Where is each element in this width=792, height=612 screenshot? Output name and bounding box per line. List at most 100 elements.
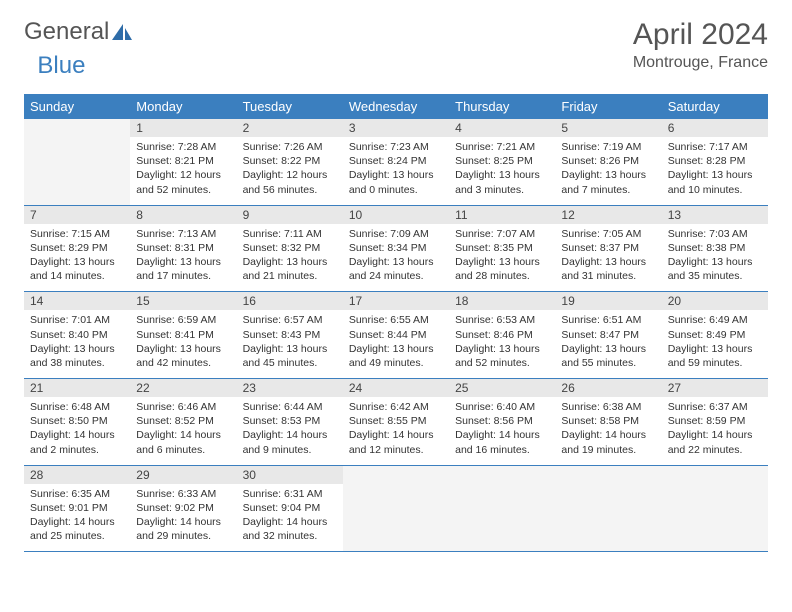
daynum-row: 78910111213 xyxy=(24,205,768,224)
col-tuesday: Tuesday xyxy=(237,94,343,119)
sunrise-text: Sunrise: 6:55 AM xyxy=(349,313,443,327)
day-cell: Sunrise: 6:53 AMSunset: 8:46 PMDaylight:… xyxy=(449,310,555,378)
daylight-text: Daylight: 13 hours xyxy=(455,168,549,182)
daylight-text: Daylight: 13 hours xyxy=(136,255,230,269)
sunset-text: Sunset: 9:04 PM xyxy=(243,501,337,515)
day-number: 1 xyxy=(130,119,236,137)
sunset-text: Sunset: 8:22 PM xyxy=(243,154,337,168)
sunset-text: Sunset: 8:38 PM xyxy=(668,241,762,255)
day-cell: Sunrise: 7:05 AMSunset: 8:37 PMDaylight:… xyxy=(555,224,661,292)
day-number: 5 xyxy=(555,119,661,137)
day-cell: Sunrise: 7:11 AMSunset: 8:32 PMDaylight:… xyxy=(237,224,343,292)
day-number xyxy=(343,465,449,484)
daylight-text: and 12 minutes. xyxy=(349,443,443,457)
content-row: Sunrise: 7:15 AMSunset: 8:29 PMDaylight:… xyxy=(24,224,768,292)
sunrise-text: Sunrise: 6:37 AM xyxy=(668,400,762,414)
day-number: 14 xyxy=(24,292,130,311)
day-number: 28 xyxy=(24,465,130,484)
sunrise-text: Sunrise: 6:59 AM xyxy=(136,313,230,327)
day-cell: Sunrise: 6:49 AMSunset: 8:49 PMDaylight:… xyxy=(662,310,768,378)
daylight-text: and 2 minutes. xyxy=(30,443,124,457)
daynum-row: 14151617181920 xyxy=(24,292,768,311)
daylight-text: Daylight: 14 hours xyxy=(243,428,337,442)
daylight-text: Daylight: 13 hours xyxy=(668,255,762,269)
sunset-text: Sunset: 8:59 PM xyxy=(668,414,762,428)
daylight-text: and 6 minutes. xyxy=(136,443,230,457)
content-row: Sunrise: 7:28 AMSunset: 8:21 PM Daylight:… xyxy=(24,137,768,205)
daylight-text: Daylight: 13 hours xyxy=(349,255,443,269)
logo-sail-icon xyxy=(111,23,133,41)
daylight-text: Daylight: 14 hours xyxy=(349,428,443,442)
daylight-text: and 55 minutes. xyxy=(561,356,655,370)
sunrise-text: Sunrise: 6:57 AM xyxy=(243,313,337,327)
sunrise-text: Sunrise: 7:05 AM xyxy=(561,227,655,241)
daylight-text: and 38 minutes. xyxy=(30,356,124,370)
daylight-text: Daylight: 14 hours xyxy=(561,428,655,442)
day-cell: Sunrise: 7:07 AMSunset: 8:35 PMDaylight:… xyxy=(449,224,555,292)
sunset-text: Sunset: 8:50 PM xyxy=(30,414,124,428)
daylight-text: and 35 minutes. xyxy=(668,269,762,283)
sunrise-text: Sunrise: 6:40 AM xyxy=(455,400,549,414)
daylight-text: and 32 minutes. xyxy=(243,529,337,543)
sunset-text: Sunset: 8:43 PM xyxy=(243,328,337,342)
sunset-text: Sunset: 8:34 PM xyxy=(349,241,443,255)
calendar-page: General April 2024 Montrouge, France Gen… xyxy=(0,0,792,570)
day-number: 3 xyxy=(343,119,449,137)
daylight-text: and 0 minutes. xyxy=(349,183,443,197)
daylight-text: and 16 minutes. xyxy=(455,443,549,457)
daylight-text: Daylight: 14 hours xyxy=(136,515,230,529)
sunset-text: Sunset: 8:55 PM xyxy=(349,414,443,428)
sunrise-text: Sunrise: 6:33 AM xyxy=(136,487,230,501)
sunrise-text: Sunrise: 6:49 AM xyxy=(668,313,762,327)
sunrise-text: Sunrise: 7:09 AM xyxy=(349,227,443,241)
sunrise-text: Sunrise: 7:21 AM xyxy=(455,140,549,154)
daylight-text: Daylight: 13 hours xyxy=(668,168,762,182)
daylight-text: and 17 minutes. xyxy=(136,269,230,283)
day-number xyxy=(555,465,661,484)
daylight-text: and 52 minutes. xyxy=(136,183,230,197)
sunrise-text: Sunrise: 7:03 AM xyxy=(668,227,762,241)
sunset-text: Sunset: 8:21 PM xyxy=(136,154,230,168)
sunset-text: Sunset: 8:32 PM xyxy=(243,241,337,255)
sunset-text: Sunset: 8:35 PM xyxy=(455,241,549,255)
daylight-text: and 42 minutes. xyxy=(136,356,230,370)
day-number: 24 xyxy=(343,379,449,398)
daynum-row: 123456 xyxy=(24,119,768,137)
location: Montrouge, France xyxy=(633,54,768,72)
sunrise-text: Sunrise: 7:11 AM xyxy=(243,227,337,241)
month-title: April 2024 xyxy=(633,18,768,52)
sunrise-text: Sunrise: 6:44 AM xyxy=(243,400,337,414)
day-cell xyxy=(555,484,661,552)
day-number: 9 xyxy=(237,205,343,224)
sunset-text: Sunset: 8:25 PM xyxy=(455,154,549,168)
daylight-text: Daylight: 14 hours xyxy=(30,428,124,442)
sunrise-text: Sunrise: 6:31 AM xyxy=(243,487,337,501)
daylight-text: Daylight: 13 hours xyxy=(136,342,230,356)
sunrise-text: Sunrise: 7:13 AM xyxy=(136,227,230,241)
day-cell: Sunrise: 7:15 AMSunset: 8:29 PMDaylight:… xyxy=(24,224,130,292)
day-cell: Sunrise: 6:59 AMSunset: 8:41 PMDaylight:… xyxy=(130,310,236,378)
daylight-text: Daylight: 12 hours xyxy=(243,168,337,182)
sunrise-text: Sunrise: 6:46 AM xyxy=(136,400,230,414)
day-cell: Sunrise: 6:33 AMSunset: 9:02 PMDaylight:… xyxy=(130,484,236,552)
daylight-text: and 31 minutes. xyxy=(561,269,655,283)
content-row: Sunrise: 6:35 AMSunset: 9:01 PMDaylight:… xyxy=(24,484,768,552)
sunrise-text: Sunrise: 7:01 AM xyxy=(30,313,124,327)
day-number: 22 xyxy=(130,379,236,398)
day-cell: Sunrise: 6:57 AMSunset: 8:43 PMDaylight:… xyxy=(237,310,343,378)
sunset-text: Sunset: 9:02 PM xyxy=(136,501,230,515)
daylight-text: Daylight: 13 hours xyxy=(243,342,337,356)
sunrise-text: Sunrise: 6:51 AM xyxy=(561,313,655,327)
daylight-text: Daylight: 14 hours xyxy=(668,428,762,442)
sunset-text: Sunset: 8:47 PM xyxy=(561,328,655,342)
sunset-text: Sunset: 8:40 PM xyxy=(30,328,124,342)
daylight-text: and 56 minutes. xyxy=(243,183,337,197)
daylight-text: Daylight: 13 hours xyxy=(668,342,762,356)
day-number: 12 xyxy=(555,205,661,224)
day-number: 30 xyxy=(237,465,343,484)
daylight-text: Daylight: 13 hours xyxy=(455,255,549,269)
sunrise-text: Sunrise: 7:28 AM xyxy=(136,140,230,154)
day-cell: Sunrise: 7:26 AMSunset: 8:22 PMDaylight:… xyxy=(237,137,343,205)
sunrise-text: Sunrise: 7:17 AM xyxy=(668,140,762,154)
sunrise-text: Sunrise: 6:53 AM xyxy=(455,313,549,327)
